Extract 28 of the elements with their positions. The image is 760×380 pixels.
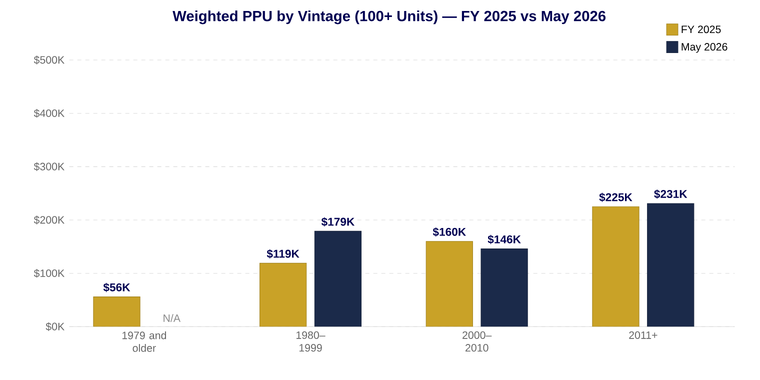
y-tick-label: $200K [34, 216, 64, 224]
bar [93, 296, 140, 327]
bar [647, 203, 694, 327]
data-label: $119K [266, 249, 300, 258]
y-tick-label: $300K [34, 162, 64, 171]
legend-label: FY 2025 [682, 26, 721, 34]
data-label: $179K [321, 217, 355, 226]
bar [314, 230, 362, 327]
bar [480, 248, 528, 327]
text: N/A [164, 314, 180, 322]
chart-title: Weighted PPU by Vintage (100+ Units) — FY 2025 vs May 2026 [172, 10, 606, 24]
bar [426, 241, 473, 327]
y-tick-label: $400K [34, 109, 64, 118]
legend-label: May 2026 [682, 43, 728, 53]
data-label: $56K [103, 282, 130, 292]
data-label: $160K [432, 227, 466, 237]
bar [260, 262, 307, 327]
data-label: $146K [488, 234, 521, 244]
bar [592, 206, 640, 327]
x-tick-label: 1979 and older [122, 331, 166, 352]
data-label: $225K [599, 192, 632, 202]
x-tick-label: 1980–1999 [296, 331, 326, 352]
y-tick-label: $500K [34, 56, 64, 64]
x-tick-label: 2000–2010 [462, 331, 492, 352]
y-tick-label: $0K [46, 322, 64, 331]
y-tick-label: $100K [34, 269, 64, 278]
data-label: $231K [654, 190, 688, 199]
x-tick-label: 2011+ [629, 331, 658, 339]
